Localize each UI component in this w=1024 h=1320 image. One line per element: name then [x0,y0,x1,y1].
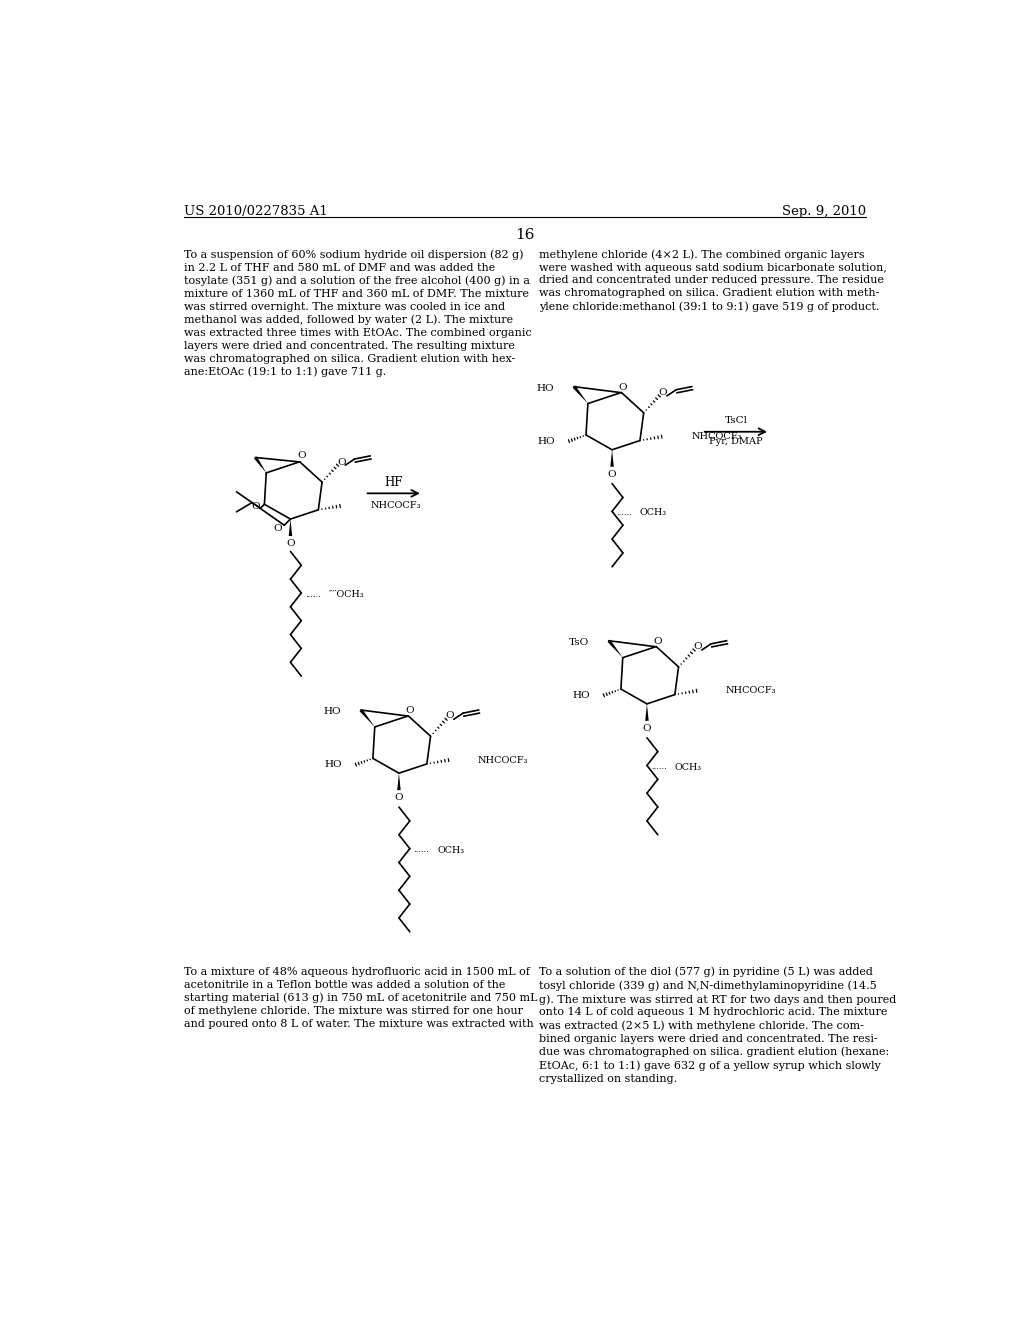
Text: Sep. 9, 2010: Sep. 9, 2010 [781,205,866,218]
Text: O: O [445,711,455,719]
Text: methylene chloride (4×2 L). The combined organic layers
were washed with aqueous: methylene chloride (4×2 L). The combined… [539,249,887,312]
Text: O: O [394,793,403,803]
Text: HO: HO [572,690,590,700]
Text: O: O [337,458,346,466]
Text: ......: ...... [616,510,632,517]
Text: HO: HO [538,437,555,446]
Text: HO: HO [323,708,341,715]
Text: O: O [653,636,663,645]
Text: O: O [297,451,305,461]
Text: O: O [273,524,283,533]
Text: US 2010/0227835 A1: US 2010/0227835 A1 [183,205,328,218]
Text: NHCOCF₃: NHCOCF₃ [371,502,422,511]
Text: HO: HO [325,760,342,770]
Text: O: O [693,642,702,651]
Text: O: O [643,723,651,733]
Text: O: O [286,539,295,548]
Text: O: O [406,706,414,715]
Text: To a solution of the diol (577 g) in pyridine (5 L) was added
tosyl chloride (33: To a solution of the diol (577 g) in pyr… [539,966,896,1084]
Polygon shape [645,704,648,721]
Text: NHCOCF₃: NHCOCF₃ [478,755,528,764]
Text: O: O [658,388,668,396]
Text: HF: HF [384,477,403,490]
Text: NHCOCF₃: NHCOCF₃ [691,432,741,441]
Text: To a mixture of 48% aqueous hydrofluoric acid in 1500 mL of
acetonitrile in a Te: To a mixture of 48% aqueous hydrofluoric… [183,966,538,1028]
Text: Pyr, DMAP: Pyr, DMAP [709,437,763,446]
Text: OCH₃: OCH₃ [437,846,465,854]
Polygon shape [289,519,292,536]
Polygon shape [610,450,613,467]
Text: TsO: TsO [568,638,589,647]
Text: OCH₃: OCH₃ [640,508,667,517]
Text: ......: ...... [651,763,667,771]
Text: O: O [608,470,616,479]
Text: ′′′′OCH₃: ′′′′OCH₃ [329,590,365,599]
Text: OCH₃: OCH₃ [675,763,702,771]
Polygon shape [359,709,375,727]
Text: ......: ...... [414,846,429,854]
Text: ......: ...... [305,590,321,598]
Polygon shape [397,774,400,791]
Polygon shape [572,385,588,404]
Text: To a suspension of 60% sodium hydride oil dispersion (82 g)
in 2.2 L of THF and : To a suspension of 60% sodium hydride oi… [183,249,531,378]
Polygon shape [254,457,266,473]
Text: NHCOCF₃: NHCOCF₃ [726,686,776,696]
Text: TsCl: TsCl [724,417,748,425]
Text: O: O [252,502,260,511]
Text: HO: HO [537,384,554,392]
Text: O: O [618,383,628,392]
Text: 16: 16 [515,227,535,242]
Polygon shape [607,640,623,657]
